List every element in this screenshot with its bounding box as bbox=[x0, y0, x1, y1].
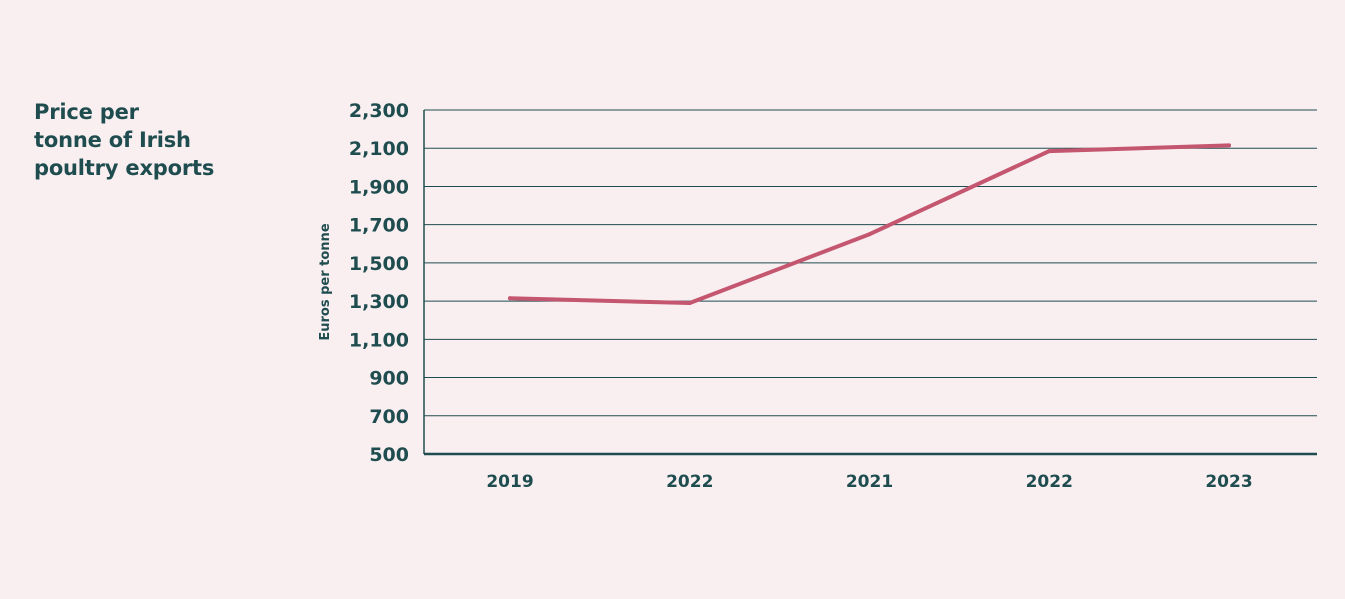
x-tick-label: 2022 bbox=[666, 472, 713, 492]
chart-title: Price per tonne of Irish poultry exports bbox=[34, 100, 215, 180]
y-tick-label: 2,300 bbox=[349, 100, 409, 122]
x-axis-ticks: 2019 2022 2021 2022 2023 bbox=[486, 472, 1252, 492]
data-point bbox=[1227, 143, 1231, 148]
y-axis-ticks: 500 700 900 1,100 1,300 1,500 1,700 1,900 2,100 2… bbox=[349, 100, 409, 466]
y-tick-label: 900 bbox=[369, 368, 409, 390]
y-tick-label: 700 bbox=[369, 406, 409, 428]
y-tick-label: 2,100 bbox=[349, 138, 409, 160]
data-point bbox=[687, 301, 692, 306]
x-tick-label: 2019 bbox=[486, 472, 533, 492]
y-axis-label: Euros per tonne bbox=[318, 223, 333, 340]
data-point bbox=[867, 232, 872, 237]
y-tick-label: 1,500 bbox=[349, 253, 409, 275]
x-tick-label: 2021 bbox=[846, 472, 893, 492]
data-point bbox=[1047, 149, 1052, 154]
data-point bbox=[508, 296, 512, 301]
x-tick-label: 2022 bbox=[1026, 472, 1073, 492]
y-tick-label: 1,900 bbox=[349, 176, 409, 198]
y-tick-label: 1,100 bbox=[349, 329, 409, 351]
series-group bbox=[508, 143, 1231, 306]
y-tick-label: 1,700 bbox=[349, 215, 409, 237]
y-tick-label: 1,300 bbox=[349, 291, 409, 313]
gridlines bbox=[424, 109, 1317, 417]
y-tick-label: 500 bbox=[369, 444, 409, 466]
x-tick-label: 2023 bbox=[1205, 472, 1252, 492]
